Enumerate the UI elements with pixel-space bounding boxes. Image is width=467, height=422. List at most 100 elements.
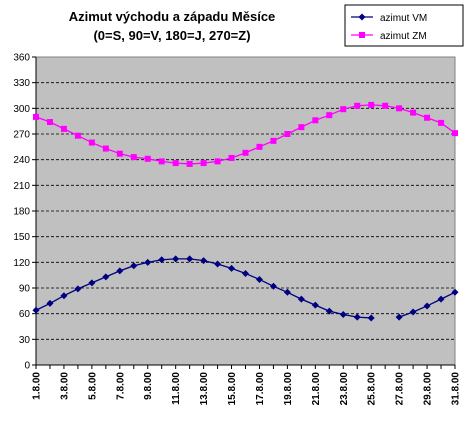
data-point-vm-16 xyxy=(255,275,263,283)
series-zm xyxy=(33,101,458,167)
data-point-zm-5 xyxy=(102,145,109,152)
data-point-zm-1 xyxy=(46,119,53,126)
data-point-vm-29 xyxy=(437,295,445,303)
data-point-vm-10 xyxy=(172,255,180,263)
data-point-vm-11 xyxy=(186,255,194,263)
legend-label-zm: azimut ZM xyxy=(380,31,427,42)
data-point-vm-22 xyxy=(339,311,347,319)
y-tick-label-30: 30 xyxy=(19,335,31,346)
data-point-zm-23 xyxy=(354,102,361,109)
y-tick-label-300: 300 xyxy=(13,104,30,115)
data-point-zm-7 xyxy=(130,154,137,161)
legend-label-vm: azimut VM xyxy=(380,13,427,24)
legend-marker-vm xyxy=(358,13,366,21)
x-tick-label-9.8.00: 9.8.00 xyxy=(143,372,154,400)
legend-box xyxy=(344,4,464,47)
y-axis: 0 30 60 90 120 150 180 210 240 270 300 330 360 xyxy=(13,53,37,372)
y-tick-label-330: 330 xyxy=(13,78,30,89)
data-point-vm-14 xyxy=(228,264,236,272)
data-point-zm-3 xyxy=(74,132,81,139)
data-point-vm-13 xyxy=(214,260,222,268)
data-point-vm-19 xyxy=(297,295,305,303)
y-tick-label-90: 90 xyxy=(19,284,31,295)
data-point-vm-18 xyxy=(283,288,291,296)
data-point-zm-26 xyxy=(396,105,403,112)
data-point-vm-9 xyxy=(158,256,166,264)
data-point-vm-0 xyxy=(32,306,40,314)
data-point-vm-12 xyxy=(200,257,208,265)
data-point-zm-28 xyxy=(424,114,431,121)
data-point-zm-11 xyxy=(186,160,193,167)
x-tick-label-5.8.00: 5.8.00 xyxy=(87,372,98,400)
data-point-zm-30 xyxy=(452,130,458,137)
data-point-zm-14 xyxy=(228,154,235,161)
data-point-zm-15 xyxy=(242,149,249,156)
data-point-zm-19 xyxy=(298,124,305,131)
data-point-zm-18 xyxy=(284,131,291,137)
data-point-zm-20 xyxy=(312,117,319,124)
data-point-zm-21 xyxy=(326,112,333,119)
data-point-zm-2 xyxy=(60,125,67,132)
data-point-zm-13 xyxy=(214,158,221,165)
y-tick-label-180: 180 xyxy=(13,207,30,218)
legend: azimut VM azimut ZM xyxy=(344,4,464,47)
data-point-vm-23 xyxy=(353,313,361,321)
x-tick-label-7.8.00: 7.8.00 xyxy=(115,372,126,400)
data-point-zm-27 xyxy=(410,109,417,116)
y-tick-label-360: 360 xyxy=(13,53,30,64)
x-tick-label-19.8.00: 19.8.00 xyxy=(283,372,294,406)
data-point-vm-2 xyxy=(60,292,68,300)
data-point-zm-6 xyxy=(116,150,123,157)
y-tick-label-270: 270 xyxy=(13,130,30,141)
y-tick-label-210: 210 xyxy=(13,181,30,192)
data-point-vm-27 xyxy=(409,308,417,316)
data-point-vm-4 xyxy=(88,279,96,287)
data-point-vm-6 xyxy=(116,267,124,275)
x-tick-label-13.8.00: 13.8.00 xyxy=(199,372,210,406)
data-point-zm-16 xyxy=(256,143,263,150)
data-point-vm-1 xyxy=(46,299,54,307)
x-tick-label-11.8.00: 11.8.00 xyxy=(171,372,182,405)
data-point-vm-24 xyxy=(367,314,375,322)
x-tick-label-23.8.00: 23.8.00 xyxy=(339,372,350,406)
data-point-zm-9 xyxy=(158,158,165,165)
chart-subtitle: (0=S, 90=V, 180=J, 270=Z) xyxy=(93,28,250,43)
data-point-zm-29 xyxy=(438,119,445,126)
data-point-zm-4 xyxy=(88,139,95,146)
y-tick-label-0: 0 xyxy=(24,361,30,372)
data-point-vm-7 xyxy=(130,262,138,270)
x-tick-label-27.8.00: 27.8.00 xyxy=(395,372,406,406)
y-tick-label-60: 60 xyxy=(19,309,31,320)
y-tick-label-120: 120 xyxy=(13,258,30,269)
x-tick-label-15.8.00: 15.8.00 xyxy=(227,372,238,406)
series-vm xyxy=(32,255,459,322)
chart-title: Azimut východu a západu Měsíce xyxy=(69,9,276,24)
data-point-vm-15 xyxy=(242,269,249,277)
data-point-zm-8 xyxy=(144,155,151,162)
x-tick-label-17.8.00: 17.8.00 xyxy=(255,372,266,406)
x-tick-label-21.8.00: 21.8.00 xyxy=(311,372,322,406)
data-point-zm-22 xyxy=(340,106,347,113)
x-tick-label-1.8.00: 1.8.00 xyxy=(32,372,43,400)
x-tick-label-31.8.00: 31.8.00 xyxy=(451,372,462,406)
data-point-zm-24 xyxy=(368,101,375,108)
legend-marker-zm xyxy=(359,32,365,38)
data-point-zm-25 xyxy=(382,102,389,109)
series-layer xyxy=(32,101,459,322)
data-point-zm-0 xyxy=(33,113,39,120)
x-tick-label-29.8.00: 29.8.00 xyxy=(423,372,434,406)
data-point-vm-3 xyxy=(74,285,82,293)
data-point-zm-10 xyxy=(172,160,179,167)
data-point-zm-12 xyxy=(200,160,207,167)
y-tick-label-150: 150 xyxy=(13,232,30,243)
data-point-vm-30 xyxy=(451,288,459,296)
data-point-vm-17 xyxy=(269,282,277,290)
x-tick-label-25.8.00: 25.8.00 xyxy=(367,372,378,406)
y-tick-label-240: 240 xyxy=(13,155,30,166)
data-point-vm-5 xyxy=(102,273,110,281)
x-tick-label-3.8.00: 3.8.00 xyxy=(59,372,70,400)
data-point-vm-26 xyxy=(395,313,403,321)
data-point-zm-17 xyxy=(270,137,277,144)
data-point-vm-21 xyxy=(325,307,333,315)
